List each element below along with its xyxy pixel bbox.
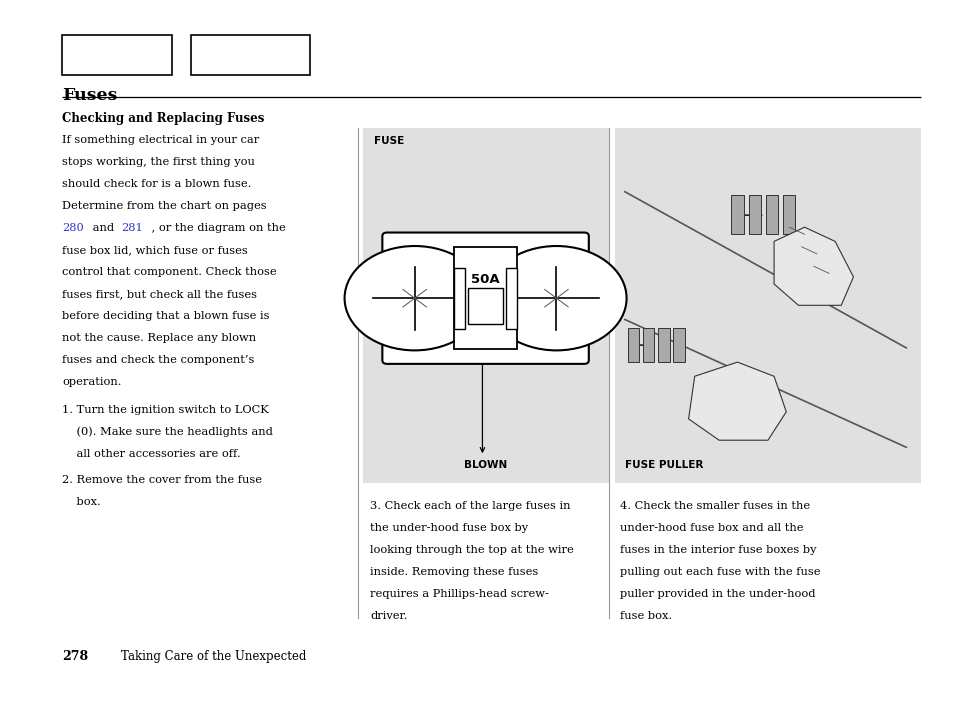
Text: If something electrical in your car: If something electrical in your car — [62, 135, 259, 145]
Text: pulling out each fuse with the fuse: pulling out each fuse with the fuse — [619, 567, 820, 577]
Text: operation.: operation. — [62, 377, 121, 387]
Polygon shape — [773, 227, 853, 305]
Circle shape — [486, 246, 626, 351]
Bar — [62, 36, 172, 75]
Text: fuses first, but check all the fuses: fuses first, but check all the fuses — [62, 289, 256, 299]
Bar — [454, 268, 465, 329]
Bar — [658, 328, 669, 362]
Text: the under-hood fuse box by: the under-hood fuse box by — [370, 523, 528, 532]
Bar — [454, 247, 517, 349]
Bar — [642, 328, 654, 362]
Text: FUSE: FUSE — [374, 136, 404, 146]
Bar — [765, 195, 778, 234]
Text: Taking Care of the Unexpected: Taking Care of the Unexpected — [121, 650, 306, 662]
Text: box.: box. — [62, 497, 101, 507]
Bar — [505, 268, 517, 329]
Text: under-hood fuse box and all the: under-hood fuse box and all the — [619, 523, 802, 532]
Text: before deciding that a blown fuse is: before deciding that a blown fuse is — [62, 311, 270, 321]
Text: all other accessories are off.: all other accessories are off. — [62, 449, 240, 459]
Text: Checking and Replacing Fuses: Checking and Replacing Fuses — [62, 112, 264, 125]
Text: 2. Remove the cover from the fuse: 2. Remove the cover from the fuse — [62, 475, 262, 485]
Text: and: and — [89, 223, 117, 233]
Text: stops working, the first thing you: stops working, the first thing you — [62, 157, 254, 167]
Text: (0). Make sure the headlights and: (0). Make sure the headlights and — [62, 427, 273, 437]
Text: FUSE PULLER: FUSE PULLER — [624, 460, 702, 470]
Bar — [627, 328, 639, 362]
Text: 1. Turn the ignition switch to LOCK: 1. Turn the ignition switch to LOCK — [62, 405, 269, 415]
Text: looking through the top at the wire: looking through the top at the wire — [370, 545, 574, 555]
Bar — [731, 195, 743, 234]
Bar — [387, 289, 583, 307]
Text: Fuses: Fuses — [62, 87, 117, 104]
Text: fuse box lid, which fuse or fuses: fuse box lid, which fuse or fuses — [62, 245, 248, 255]
Text: fuses in the interior fuse boxes by: fuses in the interior fuse boxes by — [619, 545, 816, 555]
Text: driver.: driver. — [370, 611, 407, 621]
Bar — [673, 328, 684, 362]
Bar — [782, 195, 795, 234]
Circle shape — [344, 246, 484, 351]
Text: , or the diagram on the: , or the diagram on the — [148, 223, 285, 233]
Text: should check for is a blown fuse.: should check for is a blown fuse. — [62, 179, 252, 189]
Text: 3. Check each of the large fuses in: 3. Check each of the large fuses in — [370, 501, 570, 510]
Bar — [362, 128, 608, 483]
Bar — [468, 288, 502, 324]
Bar — [748, 195, 760, 234]
Text: fuse box.: fuse box. — [619, 611, 672, 621]
Text: not the cause. Replace any blown: not the cause. Replace any blown — [62, 333, 255, 343]
Text: puller provided in the under-hood: puller provided in the under-hood — [619, 589, 815, 599]
Text: 50A: 50A — [471, 273, 499, 286]
FancyBboxPatch shape — [382, 233, 588, 364]
Text: requires a Phillips-head screw-: requires a Phillips-head screw- — [370, 589, 549, 599]
Text: 278: 278 — [62, 650, 88, 662]
Text: 280: 280 — [62, 223, 84, 233]
Text: fuses and check the component’s: fuses and check the component’s — [62, 355, 254, 365]
Text: Determine from the chart on pages: Determine from the chart on pages — [62, 201, 266, 211]
Text: 4. Check the smaller fuses in the: 4. Check the smaller fuses in the — [619, 501, 809, 510]
Text: 281: 281 — [121, 223, 143, 233]
Text: BLOWN: BLOWN — [463, 460, 507, 470]
Polygon shape — [688, 362, 785, 440]
Text: inside. Removing these fuses: inside. Removing these fuses — [370, 567, 537, 577]
Text: control that component. Check those: control that component. Check those — [62, 267, 276, 277]
Bar — [191, 36, 310, 75]
Bar — [615, 128, 920, 483]
